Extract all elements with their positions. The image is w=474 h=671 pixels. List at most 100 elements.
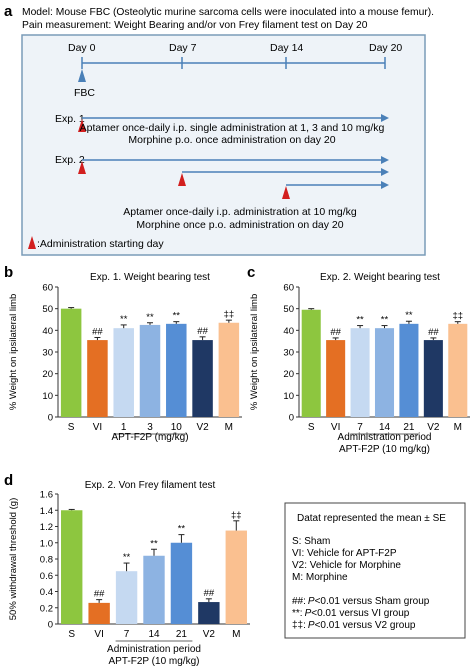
chart-title: Exp. 2. Von Frey filament test bbox=[85, 480, 216, 491]
x-tick-label: S bbox=[308, 422, 315, 433]
y-tick-label: 0.8 bbox=[40, 555, 53, 566]
y-tick-label: 0.6 bbox=[40, 571, 53, 582]
significance-label: ** bbox=[381, 315, 389, 326]
protocol-box bbox=[21, 34, 426, 256]
significance-label: ## bbox=[204, 588, 215, 599]
x-tick-label: 7 bbox=[124, 629, 130, 640]
x-tick-label: V2 bbox=[196, 422, 209, 433]
bar-M bbox=[218, 322, 240, 417]
bar-V2 bbox=[192, 340, 213, 417]
bar-21 bbox=[170, 542, 193, 624]
y-tick-label: 1.6 bbox=[40, 490, 53, 501]
x-tick-label: 21 bbox=[176, 629, 188, 640]
panel-a-letter: a bbox=[4, 3, 13, 20]
x-tick-label: 14 bbox=[379, 422, 391, 433]
y-tick-label: 1.2 bbox=[40, 522, 53, 533]
bar-V2 bbox=[198, 602, 220, 624]
bar-10 bbox=[166, 323, 187, 417]
x-tick-label: VI bbox=[94, 629, 103, 640]
significance-label: ** bbox=[178, 524, 186, 535]
x-tick-label: VI bbox=[93, 422, 102, 433]
bar-M bbox=[448, 323, 468, 417]
chart-c: c Exp. 2. Weight bearing test 0 10 20 30 40 50 6… bbox=[247, 264, 470, 455]
legend-stat-rest: <0.01 versus V2 group bbox=[315, 620, 416, 631]
y-tick-label: 30 bbox=[42, 348, 53, 359]
legend-stat-p: P bbox=[308, 620, 315, 631]
x-tick-label: 7 bbox=[357, 422, 363, 433]
legend-heading: Datat represented the mean ± SE bbox=[297, 513, 446, 524]
legend-stat-v2: ‡‡: P<0.01 versus V2 group bbox=[292, 620, 416, 631]
bar-3 bbox=[139, 324, 161, 417]
legend-abbr-morphine: M: Morphine bbox=[292, 572, 348, 583]
bar-14 bbox=[143, 555, 165, 624]
y-tick-label: 60 bbox=[42, 283, 53, 294]
y-tick-label: 40 bbox=[283, 326, 294, 337]
exp2-line2: Morphine once p.o. administration on day… bbox=[136, 219, 343, 231]
bar-1 bbox=[113, 328, 134, 417]
bar-VI bbox=[87, 340, 108, 417]
chart-d: d Exp. 2. Von Frey filament test 0 0.2 0.4 0.… bbox=[4, 472, 250, 667]
significance-label: ## bbox=[197, 326, 208, 337]
x-axis-label: Administration period bbox=[338, 432, 432, 443]
significance-label: ## bbox=[330, 327, 341, 338]
legend-abbr-vehicle2: V2: Vehicle for Morphine bbox=[292, 560, 401, 571]
exp1-line2: Morphine p.o. once administration on day… bbox=[128, 134, 335, 146]
y-axis-label: 50% withdrawal threshold (g) bbox=[8, 498, 19, 621]
day20-label: Day 20 bbox=[369, 42, 402, 54]
exp2-start-marker-1 bbox=[78, 161, 86, 174]
exp2-line1: Aptamer once-daily i.p. administration a… bbox=[123, 206, 357, 218]
legend-stat-vi: **: P<0.01 versus VI group bbox=[292, 608, 410, 619]
legend-abbr-vehicle1: VI: Vehicle for APT-F2P bbox=[292, 548, 397, 559]
panel-c-letter: c bbox=[247, 264, 255, 281]
legend-stat-sham: ##: P<0.01 versus Sham group bbox=[292, 596, 430, 607]
x-tick-label: 10 bbox=[171, 422, 183, 433]
significance-label: ‡‡ bbox=[231, 510, 242, 521]
y-tick-label: 30 bbox=[283, 348, 294, 359]
significance-label: ** bbox=[120, 314, 128, 325]
y-tick-label: 0.4 bbox=[40, 587, 53, 598]
panel-a: a Model: Mouse FBC (Osteolytic murine sa… bbox=[4, 3, 434, 256]
x-tick-label: S bbox=[68, 422, 75, 433]
legend-stat-p: P bbox=[305, 608, 312, 619]
exp2-arrowhead-2 bbox=[381, 168, 389, 176]
exp2-label: Exp. 2 bbox=[55, 154, 85, 166]
bar-S bbox=[60, 308, 82, 417]
x-tick-label: M bbox=[454, 422, 462, 433]
panel-b-letter: b bbox=[4, 264, 13, 281]
y-tick-label: 10 bbox=[283, 391, 294, 402]
y-tick-label: 1.0 bbox=[40, 538, 53, 549]
exp1-start-marker bbox=[78, 119, 86, 132]
legend-stat-rest: <0.01 versus VI group bbox=[311, 608, 410, 619]
x-tick-label: V2 bbox=[427, 422, 440, 433]
exp2-arrowhead-3 bbox=[381, 181, 389, 189]
x-tick-label: 3 bbox=[147, 422, 153, 433]
significance-label: ** bbox=[173, 311, 181, 322]
significance-label: ‡‡ bbox=[452, 311, 463, 322]
legend-box: Datat represented the mean ± SE S: Sham … bbox=[284, 502, 466, 639]
pain-measurement-description: Pain measurement: Weight Bearing and/or … bbox=[22, 20, 368, 31]
y-tick-label: 0 bbox=[48, 620, 53, 631]
significance-label: ** bbox=[123, 552, 131, 563]
chart-title: Exp. 2. Weight bearing test bbox=[320, 272, 440, 283]
bar-V2 bbox=[423, 340, 443, 417]
legend-stat-p: P bbox=[308, 596, 315, 607]
legend-abbr-sham: S: Sham bbox=[292, 536, 330, 547]
significance-label: ** bbox=[356, 315, 364, 326]
y-tick-label: 10 bbox=[42, 391, 53, 402]
bar-VI bbox=[88, 602, 110, 624]
significance-label: ** bbox=[150, 538, 158, 549]
significance-label: ** bbox=[405, 310, 413, 321]
x-tick-label: M bbox=[225, 422, 233, 433]
bar-S bbox=[61, 510, 83, 624]
legend-stat-mark: ‡‡: bbox=[292, 620, 306, 631]
bar-M bbox=[225, 530, 247, 624]
panel-d-letter: d bbox=[4, 472, 13, 489]
y-tick-label: 60 bbox=[283, 283, 294, 294]
y-tick-label: 20 bbox=[42, 369, 53, 380]
model-description: Model: Mouse FBC (Osteolytic murine sarc… bbox=[22, 7, 434, 18]
x-tick-label: 21 bbox=[403, 422, 415, 433]
x-axis-sublabel: APT-F2P (10 mg/kg) bbox=[109, 656, 200, 667]
administration-marker-legend-text: :Administration starting day bbox=[37, 238, 164, 250]
y-tick-label: 50 bbox=[283, 304, 294, 315]
